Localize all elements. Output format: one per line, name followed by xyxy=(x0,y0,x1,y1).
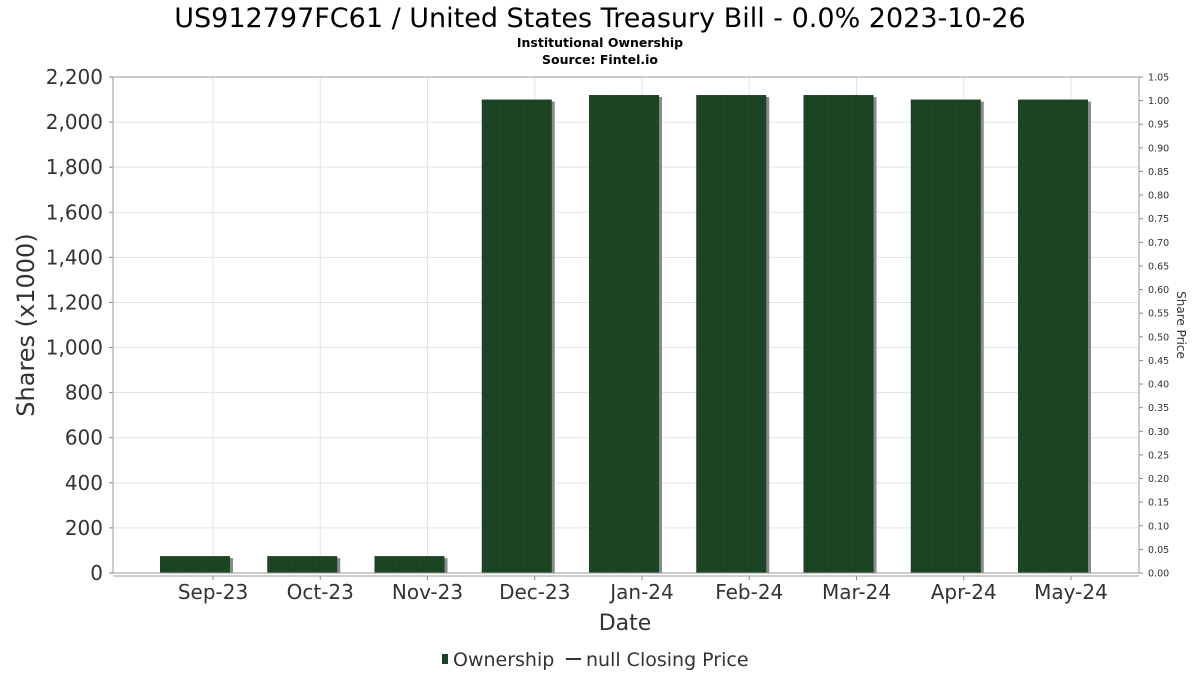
y-tick-label: 600 xyxy=(65,426,103,450)
plot-frame xyxy=(112,76,1140,574)
legend-ownership-swatch xyxy=(442,654,448,664)
y-tick-label: 1,600 xyxy=(46,200,103,224)
y2-tick-label: 0.20 xyxy=(1148,474,1169,485)
x-tick-label: Jan-24 xyxy=(608,580,674,604)
y-tick-label: 1,000 xyxy=(46,336,103,360)
y-tick-label: 0 xyxy=(90,561,103,585)
y2-tick-label: 0.90 xyxy=(1148,143,1169,154)
chart-subtitle: Institutional Ownership xyxy=(517,35,683,50)
y2-tick-label: 0.70 xyxy=(1148,238,1169,249)
y2-tick-label: 0.35 xyxy=(1148,403,1169,414)
x-tick-label: Mar-24 xyxy=(822,580,891,604)
x-tick-label: Apr-24 xyxy=(931,580,997,604)
x-tick-label: Sep-23 xyxy=(178,580,248,604)
y2-tick-label: 0.85 xyxy=(1148,167,1169,178)
y2-tick-label: 0.05 xyxy=(1148,545,1169,556)
y2-tick-label: 0.15 xyxy=(1148,498,1169,509)
chart-title: US912797FC61 / United States Treasury Bi… xyxy=(174,3,1025,34)
x-tick-label: Feb-24 xyxy=(715,580,783,604)
y-tick-label: 1,200 xyxy=(46,290,103,314)
y-tick-label: 1,400 xyxy=(46,245,103,269)
plot-area: 0 200 400 600 800 1,000 1,200 1,400 1,600 1,800 2,… xyxy=(46,65,1169,604)
y2-tick-label: 1.05 xyxy=(1148,73,1169,84)
y2-tick-label: 0.45 xyxy=(1148,356,1169,367)
y2-tick-label: 0.10 xyxy=(1148,521,1169,532)
y2-tick-label: 0.80 xyxy=(1148,191,1169,202)
y2-tick-label: 0.40 xyxy=(1148,380,1169,391)
legend: Ownership null Closing Price xyxy=(442,649,749,671)
y2-tick-label: 0.65 xyxy=(1148,261,1169,272)
x-tick-label: Dec-23 xyxy=(499,580,570,604)
y2-tick-label: 0.25 xyxy=(1148,450,1169,461)
legend-ownership-label: Ownership xyxy=(453,649,554,671)
y-tick-label: 2,000 xyxy=(46,110,103,134)
y-tick-label: 200 xyxy=(65,516,103,540)
x-axis-label: Date xyxy=(599,611,652,636)
y-tick-label: 1,800 xyxy=(46,155,103,179)
legend-closing-price-label: null Closing Price xyxy=(586,649,749,671)
x-tick-label: Oct-23 xyxy=(287,580,354,604)
chart-source: Source: Fintel.io xyxy=(542,52,658,67)
y-axis-label: Shares (x1000) xyxy=(12,233,40,416)
x-tick-label: May-24 xyxy=(1034,580,1108,604)
y2-tick-label: 0.00 xyxy=(1148,569,1169,580)
y-tick-label: 400 xyxy=(65,471,103,495)
y2-axis-label: Share Price xyxy=(1174,291,1188,359)
x-tick-label: Nov-23 xyxy=(392,580,463,604)
y2-tick-label: 0.75 xyxy=(1148,214,1169,225)
y2-tick-label: 0.60 xyxy=(1148,285,1169,296)
y2-tick-label: 0.50 xyxy=(1148,332,1169,343)
y-tick-label: 800 xyxy=(65,381,103,405)
y-tick-label: 2,200 xyxy=(46,65,103,89)
y2-tick-label: 0.55 xyxy=(1148,309,1169,320)
y2-tick-label: 0.95 xyxy=(1148,120,1169,131)
y2-tick-label: 1.00 xyxy=(1148,96,1169,107)
y2-tick-label: 0.30 xyxy=(1148,427,1169,438)
